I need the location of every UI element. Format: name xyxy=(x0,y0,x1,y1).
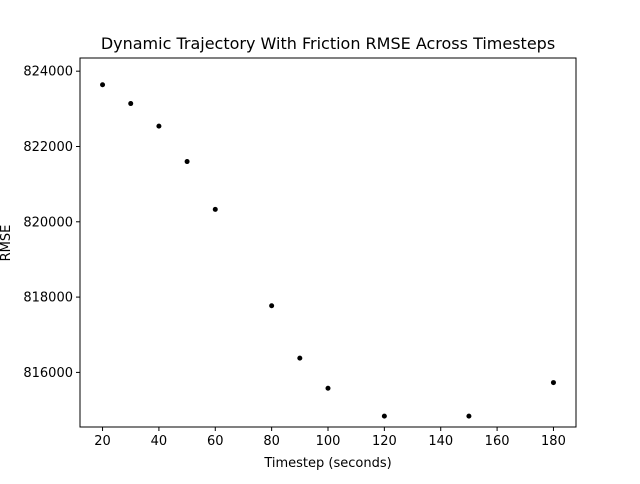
data-point xyxy=(100,82,106,88)
y-tick-label: 820000 xyxy=(23,215,73,230)
data-point xyxy=(325,385,331,391)
y-tick-label: 824000 xyxy=(23,65,73,80)
data-point xyxy=(381,413,387,419)
data-point xyxy=(550,380,556,386)
data-point xyxy=(466,413,472,419)
x-axis: 20 40 60 80 100 120 140 160 180 xyxy=(94,427,566,449)
y-tick-label: 816000 xyxy=(23,366,73,381)
x-tick-label: 80 xyxy=(263,434,280,449)
plot-area-frame xyxy=(79,57,577,428)
data-point xyxy=(269,303,275,309)
data-points xyxy=(100,82,556,419)
x-tick-label: 20 xyxy=(94,434,111,449)
chart-title: Dynamic Trajectory With Friction RMSE Ac… xyxy=(101,34,555,53)
y-tick-label: 822000 xyxy=(23,140,73,155)
x-axis-label: Timestep (seconds) xyxy=(263,456,391,471)
y-tick-label: 818000 xyxy=(23,291,73,306)
x-tick-label: 60 xyxy=(207,434,224,449)
x-tick-label: 120 xyxy=(372,434,397,449)
data-point xyxy=(184,159,190,165)
x-tick-label: 100 xyxy=(316,434,341,449)
x-tick-label: 180 xyxy=(541,434,566,449)
data-point xyxy=(128,101,134,107)
x-tick-label: 160 xyxy=(485,434,510,449)
y-axis-label: RMSE xyxy=(0,225,14,262)
data-point xyxy=(297,355,303,361)
x-tick-label: 40 xyxy=(151,434,168,449)
y-axis: 816000 818000 820000 822000 824000 xyxy=(23,65,80,381)
data-point xyxy=(156,123,162,129)
x-tick-label: 140 xyxy=(428,434,453,449)
data-point xyxy=(212,206,218,212)
